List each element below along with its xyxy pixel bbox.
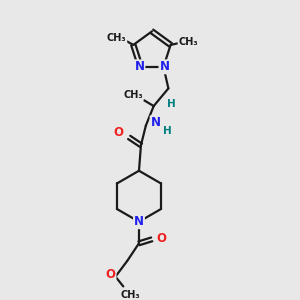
Text: O: O xyxy=(157,232,166,245)
Text: CH₃: CH₃ xyxy=(178,37,198,47)
Text: N: N xyxy=(151,116,160,129)
Text: N: N xyxy=(160,60,170,73)
Text: N: N xyxy=(134,215,144,228)
Text: CH₃: CH₃ xyxy=(123,90,143,100)
Text: CH₃: CH₃ xyxy=(120,290,140,300)
Text: H: H xyxy=(167,99,176,109)
Text: O: O xyxy=(113,126,123,139)
Text: H: H xyxy=(163,126,172,136)
Text: O: O xyxy=(106,268,116,281)
Text: N: N xyxy=(134,60,145,73)
Text: CH₃: CH₃ xyxy=(107,33,127,43)
